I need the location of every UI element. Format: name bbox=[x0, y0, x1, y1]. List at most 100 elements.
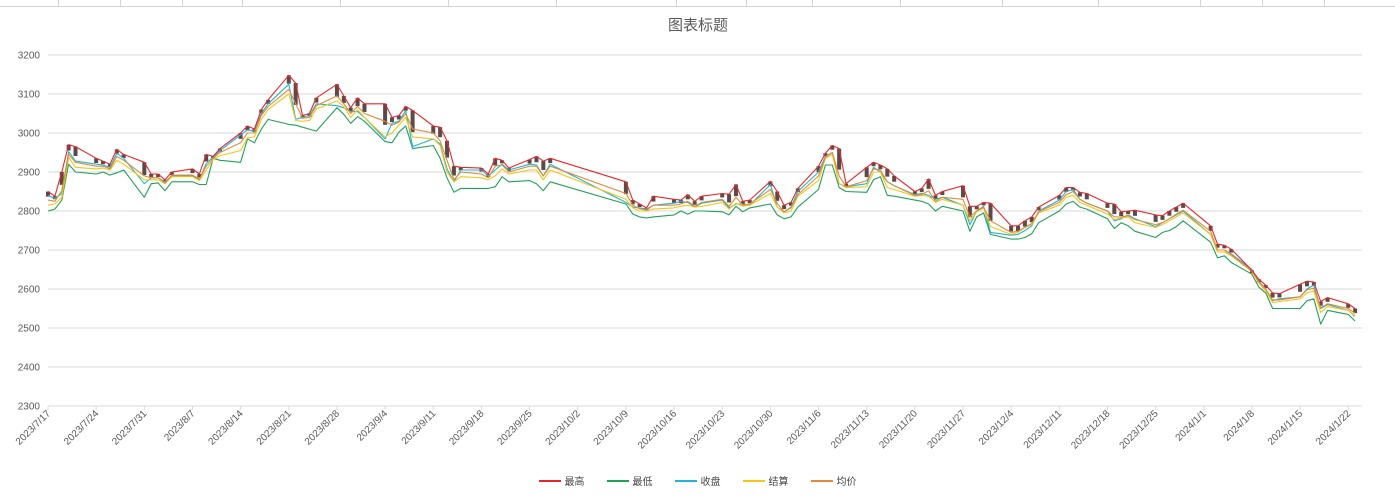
legend-item-low[interactable]: 最低 bbox=[606, 473, 653, 488]
candle-body bbox=[431, 125, 436, 134]
candle-body bbox=[1057, 195, 1062, 200]
x-tick-label: 2023/8/14 bbox=[207, 408, 247, 448]
y-tick-label: 2600 bbox=[18, 285, 41, 296]
y-tick-label: 2800 bbox=[18, 207, 41, 218]
legend-swatch-low bbox=[606, 479, 629, 482]
legend-swatch-high bbox=[538, 479, 561, 482]
candle-body bbox=[169, 172, 174, 175]
series-line-avg[interactable] bbox=[47, 88, 1356, 314]
sheet-cell[interactable]: 2883 bbox=[700, 0, 740, 3]
candle-body bbox=[1022, 220, 1027, 227]
candle-body bbox=[782, 205, 787, 210]
candle-body bbox=[871, 162, 876, 167]
candle-body bbox=[500, 160, 505, 164]
candle-body bbox=[362, 103, 367, 112]
candle-body bbox=[816, 166, 821, 172]
x-tick-label: 2023/7/24 bbox=[62, 408, 102, 448]
y-tick-label: 3100 bbox=[18, 90, 41, 101]
candle-body bbox=[1119, 211, 1124, 216]
legend-label-low: 最低 bbox=[632, 477, 653, 488]
legend-item-avg[interactable]: 均价 bbox=[810, 473, 857, 488]
candle-body bbox=[1181, 203, 1186, 208]
candle-body bbox=[245, 125, 250, 131]
candle-body bbox=[259, 109, 264, 114]
candle-body bbox=[844, 183, 849, 187]
x-tick-label: 2023/11/13 bbox=[829, 408, 872, 451]
sheet-cell[interactable]: 2833 bbox=[140, 0, 180, 3]
candle-body bbox=[1353, 308, 1358, 314]
candle-body bbox=[830, 145, 835, 150]
legend-swatch-avg bbox=[810, 479, 833, 482]
candle-body bbox=[286, 75, 291, 84]
candle-body bbox=[740, 201, 745, 205]
series-line-close[interactable] bbox=[47, 83, 1356, 317]
candle-body bbox=[651, 196, 656, 202]
candle-body bbox=[548, 158, 553, 164]
x-tick-label: 2023/10/23 bbox=[684, 408, 727, 451]
series-line-settle[interactable] bbox=[47, 93, 1356, 316]
x-tick-label: 2023/9/18 bbox=[447, 408, 487, 448]
candle-body bbox=[988, 203, 993, 221]
candle-body bbox=[197, 173, 202, 178]
legend-item-high[interactable]: 最高 bbox=[538, 473, 585, 488]
legend-label-settle: 结算 bbox=[768, 477, 789, 488]
grid-lines bbox=[48, 54, 1362, 407]
candle-body bbox=[534, 156, 539, 163]
y-tick-label: 3200 bbox=[18, 51, 41, 62]
sheet-column-divider bbox=[812, 0, 813, 6]
legend-item-close[interactable]: 收盘 bbox=[674, 473, 721, 488]
legend-label-high: 最高 bbox=[564, 477, 585, 488]
legend-label-close: 收盘 bbox=[700, 477, 721, 488]
chart-legend[interactable]: 最高 最低 收盘 结算 均价 bbox=[0, 473, 1395, 488]
candle-body bbox=[1009, 225, 1014, 232]
series-line-low[interactable] bbox=[47, 107, 1356, 325]
candle-body bbox=[121, 154, 126, 158]
y-tick-label: 2500 bbox=[18, 324, 41, 335]
candle-body bbox=[1229, 249, 1234, 253]
sheet-column-divider bbox=[242, 0, 243, 6]
candle-body bbox=[1153, 214, 1158, 222]
sheet-cell[interactable]: 2765 bbox=[620, 0, 672, 3]
x-tick-label: 2023/9/25 bbox=[495, 408, 535, 448]
candle-body bbox=[720, 193, 725, 198]
candle-body bbox=[768, 181, 773, 187]
sheet-column-divider bbox=[676, 0, 677, 6]
x-tick-label: 2024/1/1 bbox=[1174, 408, 1210, 444]
candle-body bbox=[334, 84, 339, 98]
candle-body bbox=[795, 188, 800, 193]
candle-body bbox=[919, 188, 924, 193]
candle-body bbox=[389, 117, 394, 123]
candle-body bbox=[438, 127, 443, 138]
sheet-column-divider bbox=[746, 0, 747, 6]
candle-body bbox=[1270, 292, 1275, 298]
candle-body bbox=[527, 159, 532, 164]
sheet-column-divider bbox=[1098, 0, 1099, 6]
candle-body bbox=[960, 185, 965, 198]
candle-body bbox=[1277, 293, 1282, 298]
x-tick-label: 2023/7/31 bbox=[110, 408, 150, 448]
candle-body bbox=[238, 133, 243, 139]
candle-body bbox=[1208, 225, 1213, 231]
chart-area[interactable]: 图表标题 2300 2400 2500 2600 2700 2800 2900 3000 310… bbox=[0, 7, 1395, 500]
legend-item-settle[interactable]: 结算 bbox=[742, 473, 789, 488]
x-tick-label: 2024/1/8 bbox=[1222, 408, 1258, 444]
series-line-high[interactable] bbox=[47, 74, 1356, 309]
candle-body bbox=[59, 172, 64, 185]
x-tick-label: 2023/8/21 bbox=[255, 408, 295, 448]
candle-body bbox=[974, 206, 979, 210]
candle-body bbox=[733, 184, 738, 197]
candle-body bbox=[1064, 187, 1069, 192]
sheet-column-divider bbox=[448, 0, 449, 6]
sheet-cell[interactable]: 990 bbox=[78, 0, 118, 3]
sheet-cell[interactable]: 1440 bbox=[22, 0, 54, 3]
candle-body bbox=[293, 83, 298, 105]
x-axis-tick-labels: 2023/7/17 2023/7/24 2023/7/31 2023/8/7 2023/… bbox=[14, 406, 1354, 452]
candle-body bbox=[341, 95, 346, 103]
candle-body bbox=[94, 158, 99, 164]
chart-title[interactable]: 图表标题 bbox=[668, 16, 728, 34]
candle-body bbox=[1304, 281, 1309, 287]
y-tick-label: 3000 bbox=[18, 129, 41, 140]
candle-body bbox=[1167, 211, 1172, 216]
legend-swatch-settle bbox=[742, 479, 765, 482]
candle-body bbox=[1298, 284, 1303, 292]
